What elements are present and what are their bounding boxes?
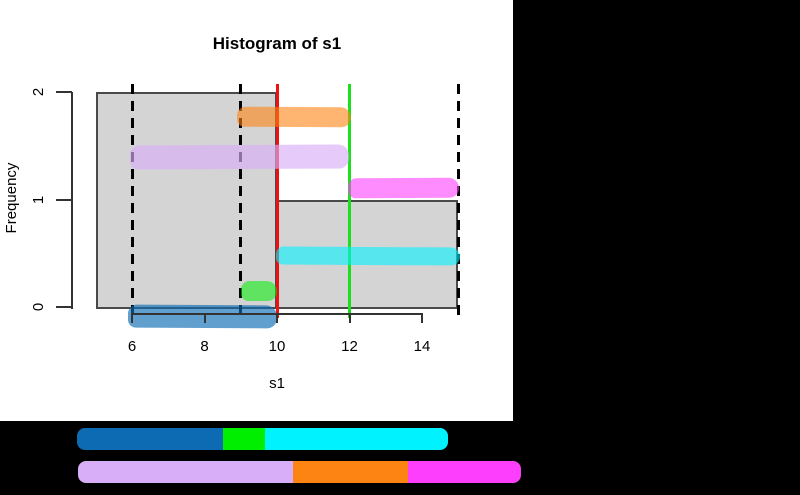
y-tick-1 xyxy=(56,198,72,201)
vline-solid-12 xyxy=(348,84,351,318)
x-tick-6 xyxy=(131,313,133,323)
y-axis-line xyxy=(71,92,73,309)
legend-segment-violet xyxy=(78,461,293,483)
x-tick-label-8: 8 xyxy=(200,338,209,355)
legend-segment-orange xyxy=(293,461,408,483)
x-tick-label-14: 14 xyxy=(413,338,431,355)
x-tick-10 xyxy=(276,313,278,323)
plot-title: Histogram of s1 xyxy=(212,34,342,53)
legend-segment-green xyxy=(223,428,265,450)
x-axis-label: s1 xyxy=(269,375,285,392)
legend-segment-magenta xyxy=(408,461,521,483)
vline-solid-10 xyxy=(275,84,279,318)
y-tick-0 xyxy=(56,306,72,308)
x-tick-label-12: 12 xyxy=(341,338,358,355)
x-tick-8 xyxy=(203,313,206,323)
legend-segment-cyan xyxy=(265,428,448,450)
x-tick-14 xyxy=(421,313,423,323)
histogram-bar xyxy=(95,92,277,309)
legend-segment-blue xyxy=(77,428,223,450)
y-tick-2 xyxy=(56,91,72,93)
x-tick-label-10: 10 xyxy=(268,338,286,355)
vline-dashed-6 xyxy=(130,84,134,318)
vline-dashed-15 xyxy=(456,84,460,318)
x-tick-label-6: 6 xyxy=(127,338,137,355)
vline-dashed-9 xyxy=(239,84,243,318)
x-tick-12 xyxy=(348,313,351,323)
